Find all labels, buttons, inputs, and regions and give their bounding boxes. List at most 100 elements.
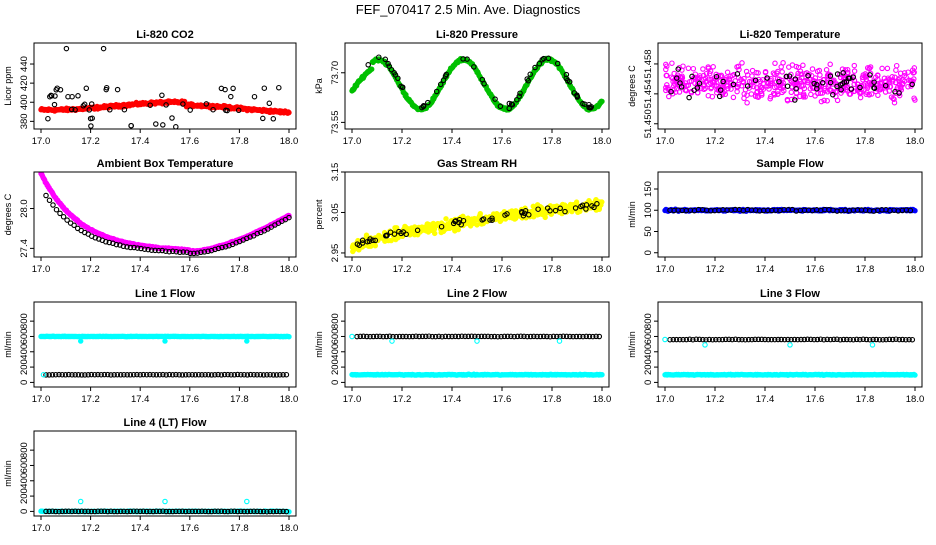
data-point bbox=[730, 94, 737, 101]
data-point bbox=[179, 508, 186, 515]
x-tick-label: 17.0 bbox=[343, 136, 362, 147]
data-point bbox=[702, 75, 709, 82]
x-tick-label: 17.6 bbox=[806, 136, 825, 147]
data-point bbox=[173, 248, 180, 255]
y-tick-label: 400 bbox=[19, 344, 30, 360]
plot-frame bbox=[344, 171, 610, 258]
data-point bbox=[840, 70, 846, 76]
data-point bbox=[455, 333, 462, 340]
data-point bbox=[198, 249, 204, 256]
data-point bbox=[769, 80, 775, 87]
data-point bbox=[426, 333, 432, 339]
data-point bbox=[758, 336, 765, 343]
data-point bbox=[668, 74, 675, 80]
data-point bbox=[680, 336, 686, 343]
data-point bbox=[223, 107, 229, 114]
data-point bbox=[365, 62, 371, 68]
data-point bbox=[830, 91, 836, 98]
data-point bbox=[72, 508, 78, 515]
y-tick-label: 400 bbox=[19, 473, 30, 489]
data-point bbox=[663, 87, 669, 94]
data-point bbox=[100, 45, 107, 52]
x-tick-label: 17.8 bbox=[230, 523, 249, 534]
data-point bbox=[525, 77, 531, 84]
data-point bbox=[879, 85, 885, 91]
data-point bbox=[101, 508, 108, 515]
data-point bbox=[88, 508, 95, 515]
x-tick-label: 17.4 bbox=[131, 136, 150, 147]
data-point bbox=[82, 508, 88, 515]
data-point bbox=[156, 371, 163, 378]
data-point bbox=[706, 336, 713, 343]
data-point bbox=[152, 247, 158, 254]
data-point bbox=[717, 87, 724, 93]
data-point bbox=[670, 336, 677, 343]
data-point bbox=[141, 246, 148, 252]
data-point bbox=[536, 60, 543, 67]
data-point bbox=[128, 122, 134, 129]
data-point bbox=[480, 216, 487, 222]
y-axis-label: ml/min bbox=[627, 331, 637, 358]
data-point bbox=[56, 371, 62, 378]
data-point bbox=[786, 73, 793, 79]
data-point bbox=[583, 333, 590, 340]
data-point bbox=[876, 336, 883, 343]
y-tick-label: 0 bbox=[643, 380, 654, 385]
x-tick-label: 17.2 bbox=[81, 136, 100, 147]
data-point bbox=[153, 508, 160, 515]
data-point bbox=[489, 217, 495, 223]
data-point bbox=[893, 336, 899, 342]
data-point bbox=[757, 88, 764, 95]
x-tick-label: 17.8 bbox=[543, 264, 562, 275]
data-point bbox=[414, 227, 421, 234]
series-group bbox=[662, 206, 918, 215]
y-tick-label: 600 bbox=[19, 458, 30, 474]
data-point bbox=[822, 88, 828, 94]
data-point bbox=[201, 249, 208, 255]
x-tick-label: 17.4 bbox=[443, 264, 462, 275]
data-point bbox=[497, 215, 503, 222]
data-point bbox=[599, 98, 605, 105]
data-point bbox=[106, 239, 113, 246]
data-point bbox=[570, 333, 576, 340]
data-point bbox=[472, 333, 478, 340]
data-point bbox=[462, 333, 468, 340]
data-point bbox=[550, 333, 557, 340]
data-point bbox=[900, 80, 906, 87]
data-point bbox=[91, 371, 98, 378]
data-point bbox=[752, 77, 759, 84]
data-point bbox=[582, 101, 588, 107]
x-tick-label: 17.0 bbox=[343, 394, 362, 405]
data-point bbox=[218, 508, 225, 515]
x-tick-label: 18.0 bbox=[593, 264, 612, 275]
data-point bbox=[742, 336, 749, 343]
data-point bbox=[497, 103, 504, 110]
data-point bbox=[452, 333, 459, 340]
data-point bbox=[722, 91, 729, 98]
data-point bbox=[88, 371, 95, 378]
data-point bbox=[81, 101, 88, 108]
data-point bbox=[703, 78, 709, 85]
x-tick-label: 18.0 bbox=[593, 136, 612, 147]
data-point bbox=[143, 371, 150, 378]
data-point bbox=[173, 371, 179, 378]
series-group bbox=[38, 333, 292, 378]
data-point bbox=[514, 96, 520, 103]
data-point bbox=[683, 82, 690, 89]
data-point bbox=[527, 71, 533, 78]
data-point bbox=[703, 336, 709, 343]
series-group bbox=[38, 172, 292, 257]
x-tick-label: 17.2 bbox=[393, 136, 412, 147]
data-point bbox=[816, 67, 823, 74]
data-point bbox=[127, 244, 134, 251]
data-point bbox=[911, 95, 917, 101]
y-tick-label: 73.55 bbox=[330, 110, 341, 134]
data-point bbox=[804, 336, 811, 343]
data-point bbox=[148, 247, 155, 253]
data-point bbox=[387, 229, 394, 235]
data-point bbox=[78, 508, 85, 515]
data-point bbox=[752, 93, 759, 100]
data-point bbox=[690, 336, 696, 343]
data-point bbox=[48, 93, 55, 99]
data-point bbox=[40, 371, 47, 378]
